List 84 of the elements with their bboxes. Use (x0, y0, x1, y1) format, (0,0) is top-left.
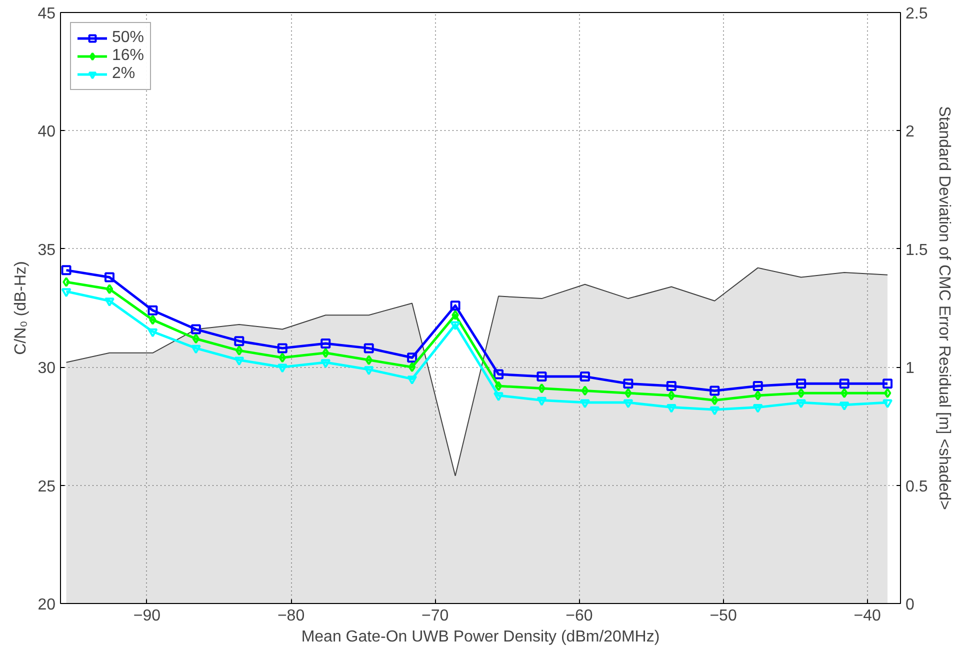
legend-label: 50% (112, 29, 144, 47)
point (61, 265, 72, 276)
y-axis-title: C/N₀ (dB-Hz) (12, 261, 30, 355)
y-tick-label: 40 (38, 124, 56, 141)
x-tick-label: −50 (710, 608, 737, 624)
point (407, 376, 418, 385)
point (710, 395, 718, 406)
legend-label: 2% (112, 65, 136, 83)
y2-tick-label: 1 (906, 360, 914, 378)
point (104, 298, 114, 307)
y-tick-label: 25 (38, 478, 56, 496)
point (450, 321, 460, 330)
point (839, 378, 850, 389)
point (450, 300, 460, 311)
y-tick-label: 30 (38, 360, 56, 378)
point (277, 364, 288, 373)
point (624, 388, 632, 398)
point (190, 344, 201, 354)
point (538, 383, 546, 394)
point (62, 276, 70, 287)
y2-tick-label: 2 (906, 124, 914, 141)
point (710, 406, 720, 416)
point (797, 388, 805, 398)
point (235, 346, 243, 356)
x-tick-label: −80 (277, 608, 305, 624)
point (192, 334, 200, 344)
point (190, 324, 201, 334)
point (149, 314, 156, 325)
x-tick-label: −90 (133, 608, 161, 624)
point (234, 336, 244, 346)
point (536, 396, 547, 406)
y2-tick-label: 0.5 (906, 478, 928, 496)
point (668, 390, 676, 400)
point (494, 381, 502, 392)
x-tick-label: −40 (854, 608, 882, 624)
point (234, 356, 244, 366)
point (882, 378, 893, 389)
point (580, 372, 590, 382)
point (278, 352, 286, 363)
point (623, 399, 634, 408)
point (106, 284, 114, 294)
legend-label: 16% (112, 47, 144, 65)
point (364, 366, 374, 376)
y-tick-label: 35 (38, 242, 56, 259)
y2-axis-title: Standard Deviation of CMC Error Residual [m] <shaded> (936, 106, 953, 510)
y2-tick-label: 0 (906, 596, 914, 614)
point (494, 392, 504, 402)
point (322, 348, 330, 358)
point (752, 404, 763, 413)
y-tick-label: 45 (38, 6, 56, 22)
point (666, 404, 676, 413)
point (536, 372, 547, 382)
point (61, 288, 72, 298)
x-axis-title: Mean Gate-On UWB Power Density (dBm/20MHz) (301, 628, 660, 646)
point (364, 343, 374, 354)
point (277, 343, 288, 354)
x-tick-label: −70 (422, 608, 449, 624)
x-tick-label: −60 (566, 608, 593, 624)
point (840, 388, 848, 398)
point (580, 399, 590, 408)
point (104, 272, 114, 282)
y2-tick-label: 2.5 (906, 6, 928, 22)
y-tick-label: 20 (38, 596, 56, 614)
point (320, 359, 331, 368)
point (320, 338, 331, 348)
y2-tick-label: 1.5 (906, 242, 928, 259)
point (148, 305, 158, 316)
point (365, 355, 373, 366)
point (408, 362, 416, 372)
point (581, 386, 589, 396)
point (754, 390, 762, 400)
point (796, 399, 806, 408)
point (710, 386, 720, 396)
point (666, 381, 676, 392)
point (452, 310, 459, 320)
point (882, 399, 893, 408)
point (796, 378, 806, 389)
point (407, 352, 418, 363)
point (752, 381, 763, 392)
point (884, 388, 892, 398)
point (148, 328, 158, 338)
point (839, 402, 850, 411)
point (623, 378, 634, 389)
point (494, 369, 504, 380)
